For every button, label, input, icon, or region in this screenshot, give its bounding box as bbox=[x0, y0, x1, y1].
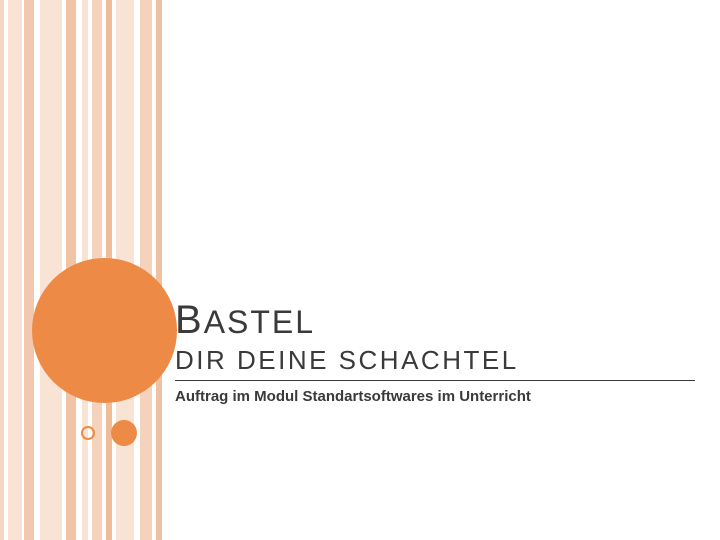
stripe bbox=[40, 0, 62, 540]
title-line2: DIR DEINE SCHACHTEL bbox=[175, 345, 519, 376]
stripe bbox=[156, 0, 162, 540]
title-initial: B bbox=[175, 298, 204, 342]
title-block: BASTEL DIR DEINE SCHACHTEL bbox=[175, 298, 519, 376]
stripe bbox=[0, 0, 4, 540]
horizontal-rule bbox=[175, 380, 695, 381]
decorative-circle-large bbox=[32, 258, 177, 403]
title-line1: BASTEL bbox=[175, 298, 519, 343]
stripe bbox=[8, 0, 22, 540]
stripe bbox=[24, 0, 34, 540]
subtitle: Auftrag im Modul Standartsoftwares im Un… bbox=[175, 388, 531, 405]
decorative-circle-medium bbox=[111, 420, 137, 446]
decorative-circle-small bbox=[81, 426, 95, 440]
title-rest: ASTEL bbox=[204, 304, 315, 340]
